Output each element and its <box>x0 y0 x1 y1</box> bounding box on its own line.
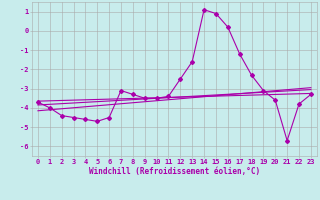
X-axis label: Windchill (Refroidissement éolien,°C): Windchill (Refroidissement éolien,°C) <box>89 167 260 176</box>
